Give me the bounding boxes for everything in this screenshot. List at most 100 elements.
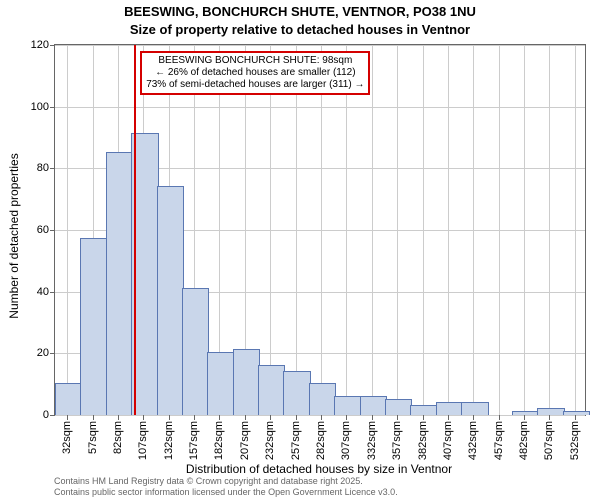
gridline-v — [321, 45, 322, 415]
x-tick-label: 507sqm — [543, 421, 555, 460]
histogram-bar — [233, 349, 260, 415]
y-tick-label: 40 — [37, 286, 49, 298]
gridline-v — [549, 45, 550, 415]
gridline-v — [473, 45, 474, 415]
x-tick-mark — [372, 415, 373, 420]
gridline-v — [524, 45, 525, 415]
x-tick-label: 257sqm — [290, 421, 302, 460]
y-tick-mark — [50, 45, 55, 46]
annotation-line: ← 26% of detached houses are smaller (11… — [146, 67, 364, 79]
credits-line1: Contains HM Land Registry data © Crown c… — [54, 476, 363, 486]
x-tick-mark — [499, 415, 500, 420]
reference-line — [134, 45, 136, 415]
x-tick-mark — [67, 415, 68, 420]
x-tick-label: 57sqm — [87, 421, 99, 454]
annotation-line: 73% of semi-detached houses are larger (… — [146, 79, 364, 91]
histogram-bar — [258, 365, 285, 415]
x-tick-label: 107sqm — [137, 421, 149, 460]
y-axis-label: Number of detached properties — [7, 51, 21, 421]
x-tick-mark — [524, 415, 525, 420]
histogram-bar — [563, 411, 590, 415]
x-tick-label: 207sqm — [239, 421, 251, 460]
x-tick-label: 482sqm — [518, 421, 530, 460]
x-tick-mark — [194, 415, 195, 420]
y-tick-mark — [50, 230, 55, 231]
gridline-v — [499, 45, 500, 415]
gridline-v — [346, 45, 347, 415]
gridline-v — [67, 45, 68, 415]
x-tick-mark — [423, 415, 424, 420]
x-tick-label: 532sqm — [569, 421, 581, 460]
y-tick-mark — [50, 168, 55, 169]
x-tick-mark — [549, 415, 550, 420]
plot-area: 02040608010012032sqm57sqm82sqm107sqm132s… — [54, 44, 586, 416]
x-tick-mark — [245, 415, 246, 420]
x-tick-label: 407sqm — [442, 421, 454, 460]
x-tick-mark — [118, 415, 119, 420]
chart-container: BEESWING, BONCHURCH SHUTE, VENTNOR, PO38… — [0, 0, 600, 500]
x-tick-mark — [575, 415, 576, 420]
y-tick-label: 120 — [31, 39, 49, 51]
x-tick-label: 307sqm — [340, 421, 352, 460]
credits-line2: Contains public sector information licen… — [54, 487, 398, 497]
gridline-h — [55, 415, 585, 416]
x-tick-mark — [321, 415, 322, 420]
histogram-bar — [182, 288, 209, 415]
x-tick-mark — [143, 415, 144, 420]
histogram-bar — [461, 402, 488, 415]
x-tick-mark — [397, 415, 398, 420]
x-tick-label: 382sqm — [417, 421, 429, 460]
x-tick-mark — [169, 415, 170, 420]
y-tick-label: 20 — [37, 347, 49, 359]
gridline-v — [575, 45, 576, 415]
x-tick-mark — [93, 415, 94, 420]
x-tick-label: 457sqm — [493, 421, 505, 460]
histogram-bar — [410, 405, 437, 415]
y-tick-label: 0 — [43, 409, 49, 421]
histogram-bar — [157, 186, 184, 415]
x-tick-mark — [448, 415, 449, 420]
x-tick-mark — [219, 415, 220, 420]
x-axis-label: Distribution of detached houses by size … — [54, 462, 584, 476]
x-tick-label: 132sqm — [163, 421, 175, 460]
histogram-bar — [436, 402, 463, 415]
histogram-bar — [207, 352, 234, 415]
histogram-bar — [283, 371, 310, 415]
histogram-bar — [309, 383, 336, 415]
y-tick-mark — [50, 107, 55, 108]
gridline-v — [397, 45, 398, 415]
gridline-v — [372, 45, 373, 415]
y-tick-mark — [50, 353, 55, 354]
histogram-bar — [55, 383, 82, 415]
x-tick-label: 432sqm — [467, 421, 479, 460]
histogram-bar — [537, 408, 564, 415]
y-tick-label: 80 — [37, 162, 49, 174]
histogram-bar — [80, 238, 107, 415]
y-tick-mark — [50, 415, 55, 416]
histogram-bar — [360, 396, 387, 416]
x-tick-label: 332sqm — [366, 421, 378, 460]
y-tick-label: 100 — [31, 101, 49, 113]
gridline-v — [423, 45, 424, 415]
histogram-bar — [385, 399, 412, 415]
chart-title-line2: Size of property relative to detached ho… — [0, 22, 600, 37]
gridline-v — [270, 45, 271, 415]
x-tick-label: 357sqm — [391, 421, 403, 460]
x-tick-label: 82sqm — [112, 421, 124, 454]
x-tick-label: 182sqm — [213, 421, 225, 460]
x-tick-mark — [270, 415, 271, 420]
annotation-line: BEESWING BONCHURCH SHUTE: 98sqm — [146, 55, 364, 67]
x-tick-mark — [346, 415, 347, 420]
gridline-v — [448, 45, 449, 415]
histogram-bar — [512, 411, 539, 415]
x-tick-mark — [473, 415, 474, 420]
x-tick-mark — [296, 415, 297, 420]
x-tick-label: 32sqm — [61, 421, 73, 454]
x-tick-label: 232sqm — [264, 421, 276, 460]
y-tick-label: 60 — [37, 224, 49, 236]
x-tick-label: 282sqm — [315, 421, 327, 460]
histogram-bar — [106, 152, 133, 415]
y-tick-mark — [50, 292, 55, 293]
histogram-bar — [334, 396, 361, 416]
chart-title-line1: BEESWING, BONCHURCH SHUTE, VENTNOR, PO38… — [0, 4, 600, 19]
